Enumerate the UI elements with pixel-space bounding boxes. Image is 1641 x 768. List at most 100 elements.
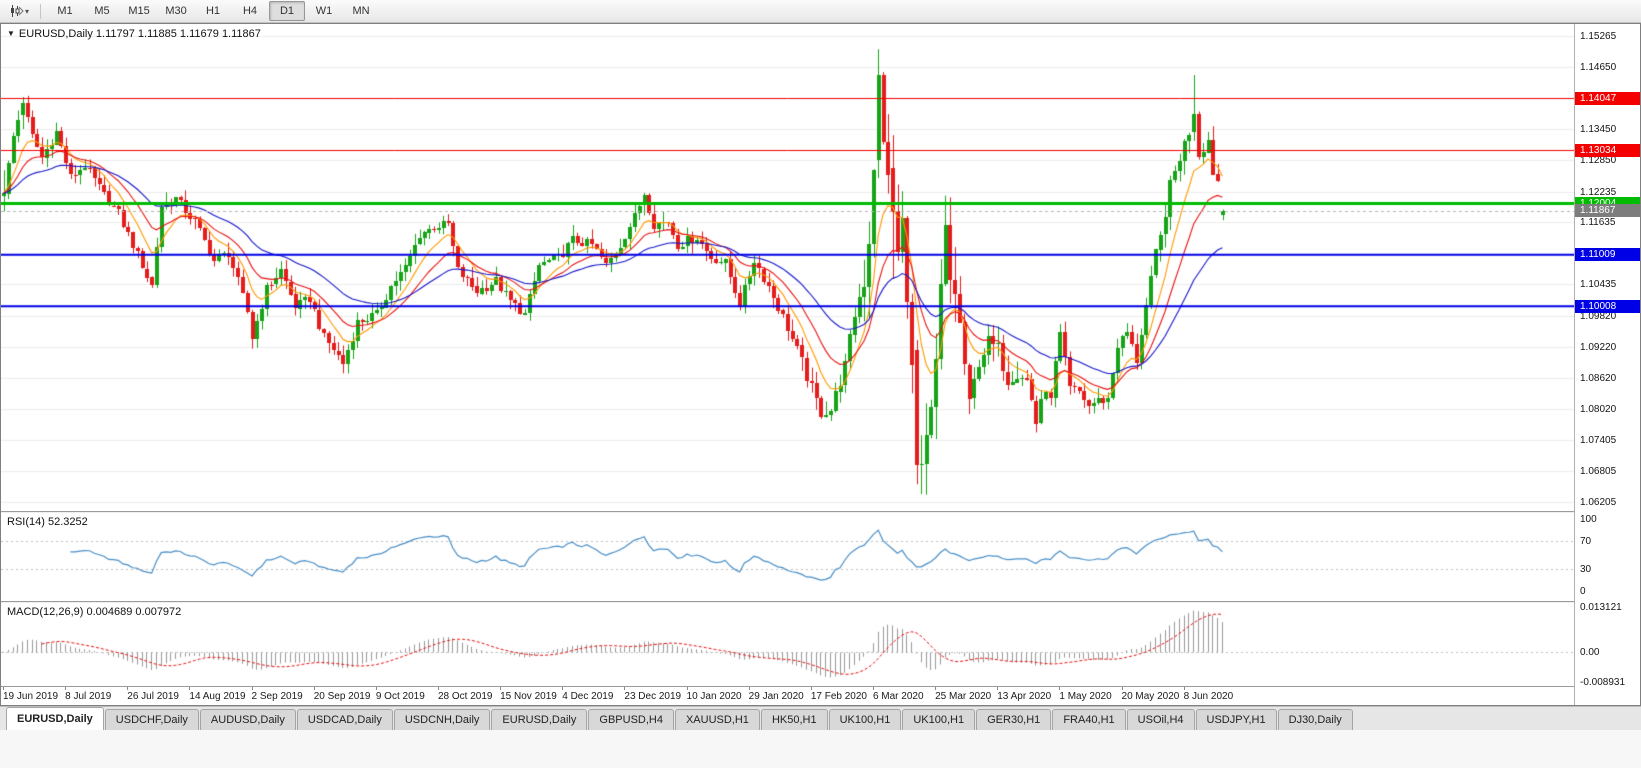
date-label: 8 Jul 2019 [65,691,112,702]
rsi-title: RSI(14) 52.3252 [7,516,88,528]
date-tick [1184,687,1185,690]
date-tick [749,687,750,690]
macd-axis-label: -0.008931 [1580,677,1626,688]
price-tick-label: 1.09820 [1580,310,1617,322]
timeframe-button-m1[interactable]: M1 [57,5,73,17]
date-tick [189,687,190,690]
tab-usdcad-daily[interactable]: USDCAD,Daily [296,709,393,730]
candlestick-chart-icon [11,4,24,17]
date-tick [997,687,998,690]
timeframe-button-w1[interactable]: W1 [315,5,333,17]
price-line-badge: 1.11009 [1575,248,1640,262]
price-tick-label: 1.15265 [1580,30,1617,42]
pane-resize-handle[interactable] [1,511,1640,513]
date-label: 20 Sep 2019 [313,691,371,702]
price-axis[interactable]: 1.15265 1.14650 1.13450 1.12850 1.12235 1.116… [1574,24,1640,705]
chart-tabs-bar: EURUSD,Daily USDCHF,Daily AUDUSD,Daily USDC… [0,706,1641,730]
date-tick [562,687,563,690]
price-tick-label: 1.07405 [1580,435,1617,447]
timeframe-button-d1[interactable]: D1 [269,1,306,21]
date-label: 29 Jan 2020 [748,691,804,702]
price-tick-label: 1.06205 [1580,496,1617,508]
tab-uk100-h1[interactable]: UK100,H1 [828,709,902,730]
date-tick [252,687,253,690]
current-price-badge: 1.11867 [1575,204,1640,217]
date-label: 26 Jul 2019 [127,691,179,702]
chart-window: ▼ EURUSD,Daily 1.11797 1.11885 1.11679 1.… [0,23,1641,706]
window-marker-icon: ▼ [7,29,15,38]
date-tick [873,687,874,690]
timeframe-button-h4[interactable]: H4 [242,5,258,17]
price-tick-label: 1.10435 [1580,279,1617,291]
timeframe-button-mn[interactable]: MN [352,5,370,17]
tab-uk100-h1[interactable]: UK100,H1 [902,709,976,730]
rsi-axis-label: 30 [1580,564,1592,576]
price-tick-label: 1.14650 [1580,62,1617,74]
tab-eurusd-daily[interactable]: EURUSD,Daily [491,709,588,730]
tab-usdcnh-daily[interactable]: USDCNH,Daily [393,709,491,730]
date-label: 13 Apr 2020 [997,691,1052,702]
tab-fra40-h1[interactable]: FRA40,H1 [1052,709,1126,730]
date-label: 14 Aug 2019 [189,691,246,702]
tab-usdjpy-h1[interactable]: USDJPY,H1 [1195,709,1277,730]
tab-xauusd-h1[interactable]: XAUUSD,H1 [674,709,760,730]
date-label: 15 Nov 2019 [500,691,557,702]
main-chart-canvas[interactable] [1,24,1574,511]
date-label: 10 Jan 2020 [686,691,742,702]
toolbar: ▾ M1 M5 M15 M30 H1 H4 D1 W1 MN [0,0,1641,23]
price-tick-label: 1.12850 [1580,154,1617,166]
date-label: 25 Mar 2020 [935,691,992,702]
tab-usdchf-daily[interactable]: USDCHF,Daily [104,709,199,730]
date-label: 4 Dec 2019 [562,691,614,702]
date-tick [3,687,4,690]
price-tick-label: 1.12235 [1580,186,1617,198]
tab-audusd-daily[interactable]: AUDUSD,Daily [199,709,296,730]
date-label: 9 Oct 2019 [375,691,425,702]
date-label: 6 Mar 2020 [872,691,924,702]
price-tick-label: 1.11635 [1580,217,1616,229]
date-tick [811,687,812,690]
tab-dj30-daily[interactable]: DJ30,Daily [1277,709,1353,730]
time-axis[interactable]: 19 Jun 2019 8 Jul 2019 26 Jul 2019 14 Aug 2… [1,686,1574,705]
timeframe-button-m15[interactable]: M15 [128,5,150,17]
date-tick [438,687,439,690]
date-tick [127,687,128,690]
pane-resize-handle[interactable] [1,601,1640,603]
date-tick [1122,687,1123,690]
date-tick [376,687,377,690]
date-tick [624,687,625,690]
timeframe-button-h1[interactable]: H1 [205,5,221,17]
date-label: 23 Dec 2019 [624,691,682,702]
date-tick [687,687,688,690]
date-tick [935,687,936,690]
date-tick [500,687,501,690]
chevron-down-icon: ▾ [25,6,30,16]
price-tick-label: 1.08620 [1580,372,1617,384]
macd-axis-label: 0.013121 [1580,602,1622,613]
date-label: 19 Jun 2019 [3,691,59,702]
chart-type-button[interactable]: ▾ [4,1,34,22]
toolbar-separator [40,3,42,19]
macd-axis-label: 0.00 [1580,646,1600,658]
tab-gbpusd-h4[interactable]: GBPUSD,H4 [588,709,674,730]
timeframe-button-m5[interactable]: M5 [94,5,110,17]
rsi-axis-label: 0 [1580,586,1586,597]
date-label: 28 Oct 2019 [437,691,493,702]
chart-ohlc-text: EURUSD,Daily 1.11797 1.11885 1.11679 1.1… [18,28,261,40]
rsi-axis-label: 70 [1580,535,1592,547]
price-tick-label: 1.08020 [1580,403,1617,415]
timeframe-button-m30[interactable]: M30 [165,5,187,17]
tab-hk50-h1[interactable]: HK50,H1 [760,709,828,730]
rsi-indicator-canvas[interactable] [1,513,1574,601]
status-strip [0,730,1641,768]
date-tick [65,687,66,690]
timeframe-toolbar: M1 M5 M15 M30 H1 H4 D1 W1 MN [47,1,379,21]
date-label: 2 Sep 2019 [251,691,303,702]
price-tick-label: 1.06805 [1580,466,1617,478]
tab-eurusd-daily[interactable]: EURUSD,Daily [6,707,104,730]
date-label: 20 May 2020 [1121,691,1180,702]
macd-indicator-canvas[interactable] [1,603,1574,686]
date-label: 17 Feb 2020 [810,691,867,702]
tab-ger30-h1[interactable]: GER30,H1 [976,709,1052,730]
tab-usoil-h4[interactable]: USOil,H4 [1126,709,1195,730]
